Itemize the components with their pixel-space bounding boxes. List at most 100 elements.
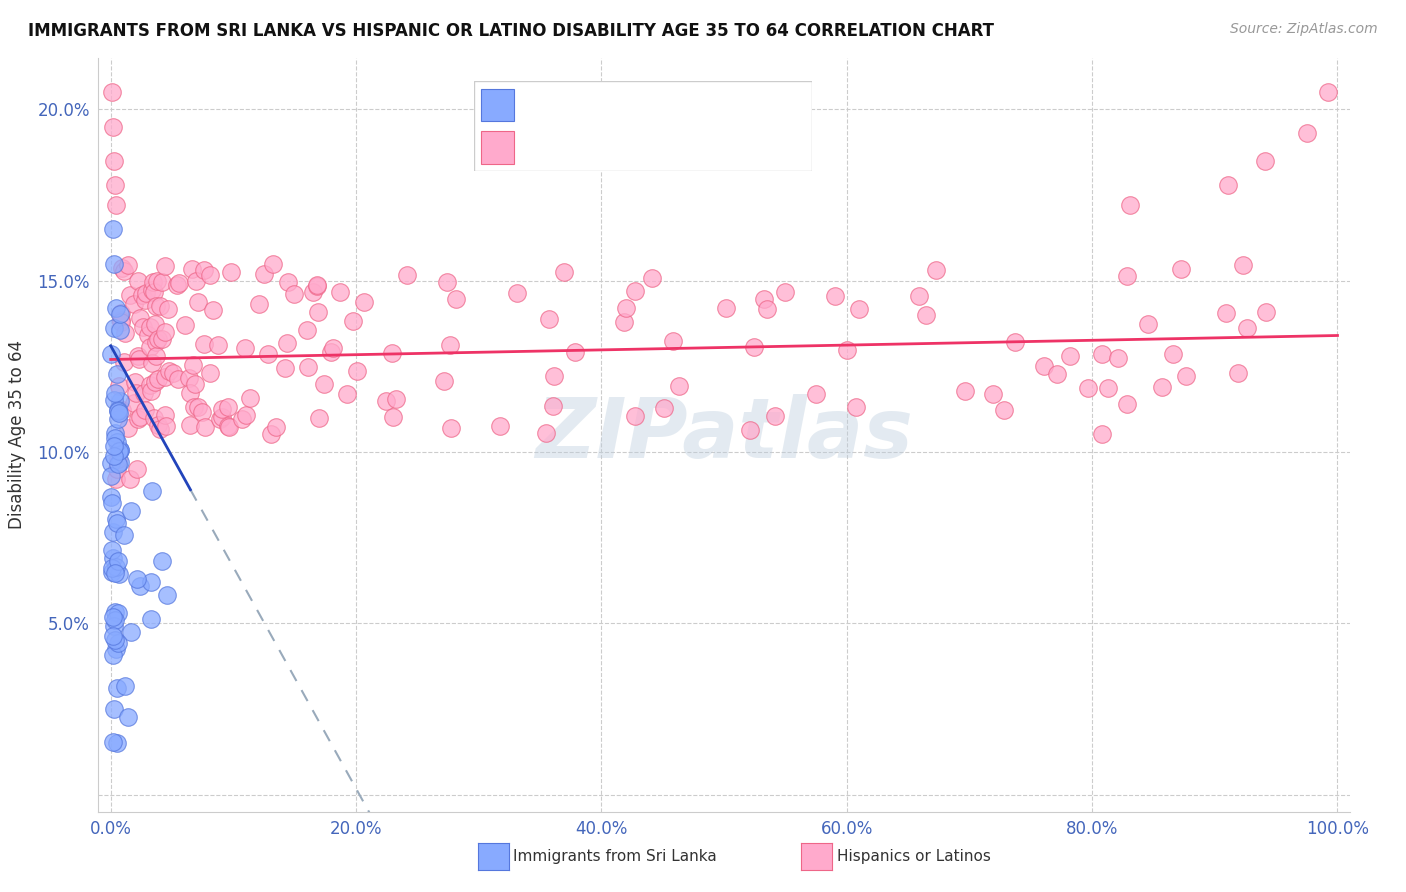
- Point: [127, 275, 149, 289]
- Point: [103, 256, 125, 270]
- Point: [200, 367, 222, 381]
- Point: [105, 435, 128, 450]
- Point: [1170, 261, 1192, 276]
- Point: [155, 259, 177, 273]
- Point: [107, 403, 129, 417]
- Point: [103, 449, 125, 463]
- Point: [253, 267, 276, 281]
- Point: [307, 278, 329, 293]
- Point: [623, 409, 645, 423]
- Point: [104, 198, 127, 212]
- Point: [131, 288, 153, 302]
- Text: IMMIGRANTS FROM SRI LANKA VS HISPANIC OR LATINO DISABILITY AGE 35 TO 64 CORRELAT: IMMIGRANTS FROM SRI LANKA VS HISPANIC OR…: [28, 22, 994, 40]
- Point: [1150, 379, 1173, 393]
- Point: [193, 337, 215, 351]
- Point: [336, 387, 359, 401]
- Point: [624, 284, 647, 298]
- Point: [488, 419, 510, 434]
- Point: [925, 262, 948, 277]
- Point: [181, 262, 204, 277]
- Point: [1097, 381, 1119, 395]
- Point: [104, 605, 127, 619]
- Point: [908, 289, 931, 303]
- Point: [104, 641, 127, 656]
- Point: [141, 283, 163, 297]
- Point: [1216, 178, 1239, 192]
- Point: [167, 276, 190, 290]
- Point: [139, 320, 162, 334]
- Point: [110, 312, 132, 326]
- Point: [233, 341, 256, 355]
- Point: [139, 384, 162, 398]
- Point: [1046, 367, 1069, 381]
- Point: [108, 443, 131, 458]
- Point: [1256, 305, 1278, 319]
- Point: [845, 401, 868, 415]
- Point: [120, 472, 142, 486]
- Point: [117, 259, 139, 273]
- Point: [103, 320, 125, 334]
- Point: [103, 524, 125, 539]
- Point: [238, 391, 260, 405]
- Point: [314, 376, 336, 391]
- Point: [1118, 198, 1140, 212]
- Point: [141, 612, 163, 626]
- Point: [104, 633, 127, 648]
- Point: [107, 554, 129, 568]
- Point: [322, 342, 344, 356]
- Point: [1059, 349, 1081, 363]
- Point: [184, 376, 207, 391]
- Point: [307, 305, 329, 319]
- Point: [773, 285, 796, 300]
- Point: [1163, 347, 1185, 361]
- Point: [543, 369, 565, 384]
- Point: [107, 457, 129, 471]
- Point: [129, 579, 152, 593]
- Point: [231, 412, 253, 426]
- Point: [149, 422, 172, 436]
- Point: [101, 735, 124, 749]
- Point: [184, 274, 207, 288]
- Y-axis label: Disability Age 35 to 64: Disability Age 35 to 64: [8, 341, 27, 529]
- Point: [1004, 335, 1026, 350]
- Point: [105, 472, 128, 486]
- Point: [641, 271, 664, 285]
- Point: [107, 444, 129, 458]
- Point: [104, 386, 127, 401]
- Point: [104, 566, 127, 581]
- Point: [187, 294, 209, 309]
- Point: [763, 409, 786, 424]
- Point: [112, 264, 135, 278]
- Point: [142, 275, 165, 289]
- Point: [141, 356, 163, 370]
- Point: [100, 347, 122, 361]
- Point: [101, 561, 124, 575]
- Point: [157, 364, 180, 378]
- Point: [804, 387, 827, 401]
- Point: [134, 403, 156, 417]
- Point: [211, 402, 233, 417]
- Point: [305, 279, 328, 293]
- Point: [156, 302, 179, 317]
- Point: [752, 292, 775, 306]
- Point: [125, 572, 148, 586]
- Text: Source: ZipAtlas.com: Source: ZipAtlas.com: [1230, 22, 1378, 37]
- Point: [1077, 381, 1099, 395]
- Point: [108, 307, 131, 321]
- Point: [143, 375, 166, 389]
- Point: [444, 292, 467, 306]
- Point: [103, 551, 125, 566]
- Point: [110, 322, 132, 336]
- Point: [108, 567, 131, 582]
- Point: [342, 314, 364, 328]
- Point: [107, 636, 129, 650]
- Point: [107, 403, 129, 417]
- Point: [738, 423, 761, 437]
- Point: [101, 496, 124, 510]
- Point: [125, 462, 148, 476]
- Point: [262, 257, 284, 271]
- Point: [103, 439, 125, 453]
- Point: [381, 346, 404, 360]
- Point: [835, 343, 858, 357]
- Point: [1115, 268, 1137, 283]
